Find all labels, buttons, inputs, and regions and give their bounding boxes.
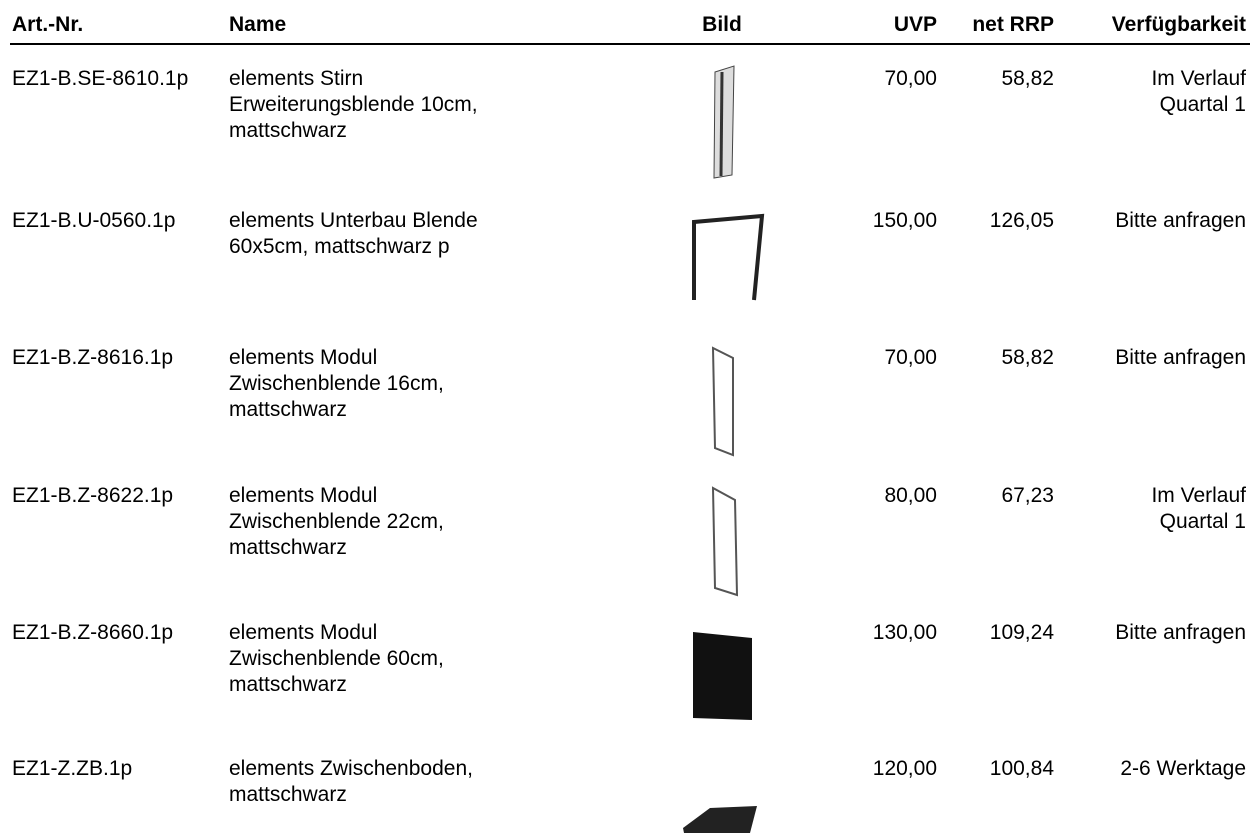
product-image: [683, 806, 757, 833]
cell: 58,82: [1001, 67, 1054, 90]
cell: 80,00: [884, 484, 937, 507]
cell: 150,00: [872, 209, 937, 232]
cell: EZ1-B.Z-8622.1p: [12, 484, 174, 507]
cell-line: mattschwarz: [229, 119, 347, 142]
cell-line: elements Zwischenboden,: [229, 757, 473, 780]
cell-line: Im Verlauf: [1151, 484, 1246, 507]
cell: 70,00: [884, 346, 937, 369]
product-image: [693, 632, 752, 720]
cell-line: elements Modul: [229, 346, 378, 369]
cell-line: mattschwarz: [229, 783, 347, 806]
cell-line: Bitte anfragen: [1115, 621, 1246, 644]
cell: 70,00: [884, 67, 937, 90]
cell: 126,05: [989, 209, 1054, 232]
header-cell: Name: [229, 13, 287, 36]
cell-line: mattschwarz: [229, 536, 347, 559]
cell: EZ1-B.SE-8610.1p: [12, 67, 189, 90]
product-image: [692, 213, 765, 301]
header-cell: Verfügbarkeit: [1111, 13, 1246, 36]
cell-line: Bitte anfragen: [1115, 346, 1246, 369]
cell-line: 60x5cm, mattschwarz p: [229, 235, 450, 258]
cell-line: elements Stirn: [229, 67, 364, 90]
cell: 109,24: [989, 621, 1054, 644]
header-cell: net RRP: [972, 13, 1054, 36]
product-image: [711, 486, 739, 597]
cell-line: elements Modul: [229, 484, 378, 507]
cell: 120,00: [872, 757, 937, 780]
cell-line: Zwischenblende 16cm,: [229, 372, 444, 395]
cell: EZ1-B.U-0560.1p: [12, 209, 176, 232]
cell-line: Zwischenblende 60cm,: [229, 647, 444, 670]
cell-line: Im Verlauf: [1151, 67, 1246, 90]
cell-line: mattschwarz: [229, 398, 347, 421]
cell-line: mattschwarz: [229, 673, 347, 696]
cell-line: Bitte anfragen: [1115, 209, 1246, 232]
cell-line: Erweiterungsblende 10cm,: [229, 93, 478, 116]
cell-line: Quartal 1: [1159, 510, 1246, 533]
product-image: [711, 346, 734, 457]
header-cell: Art.-Nr.: [12, 13, 84, 36]
cell: 58,82: [1001, 346, 1054, 369]
cell: 100,84: [989, 757, 1054, 780]
cell-line: Zwischenblende 22cm,: [229, 510, 444, 533]
cell-line: elements Modul: [229, 621, 378, 644]
product-image: [713, 65, 735, 179]
cell: EZ1-B.Z-8616.1p: [12, 346, 174, 369]
cell: 130,00: [872, 621, 937, 644]
cell: 67,23: [1001, 484, 1054, 507]
cell: EZ1-Z.ZB.1p: [12, 757, 133, 780]
cell: EZ1-B.Z-8660.1p: [12, 621, 174, 644]
cell-line: Quartal 1: [1159, 93, 1246, 116]
cell-line: 2-6 Werktage: [1120, 757, 1246, 780]
header-cell: Bild: [702, 13, 742, 36]
header-cell: UVP: [893, 13, 937, 36]
cell-line: elements Unterbau Blende: [229, 209, 478, 232]
